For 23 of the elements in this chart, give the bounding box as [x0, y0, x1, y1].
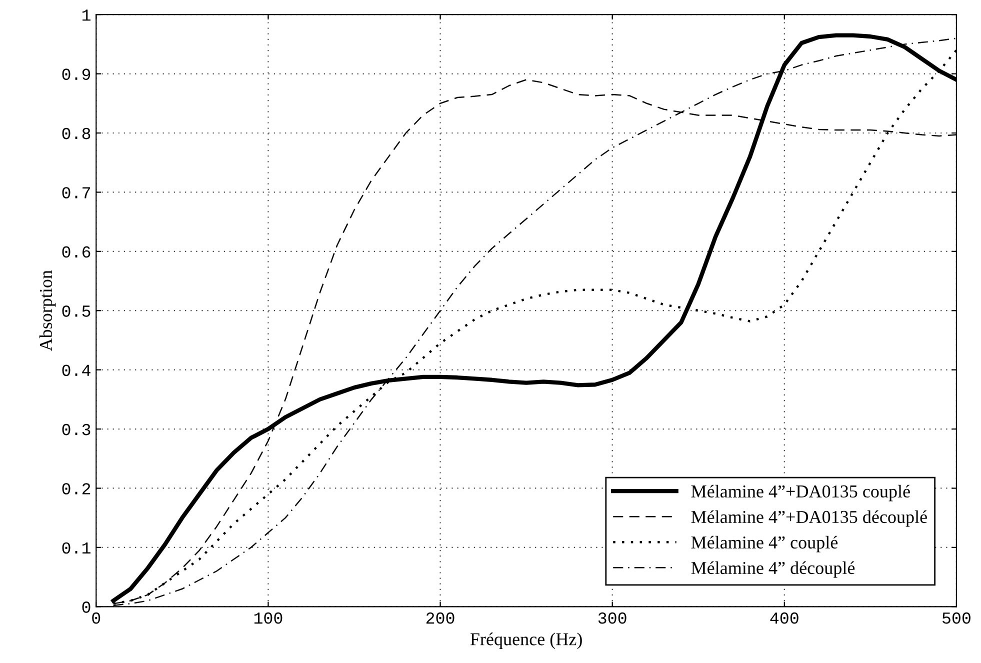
y-tick-label: 0.5: [62, 306, 90, 317]
y-tick-label: 0.3: [62, 424, 90, 436]
y-tick-label: 0.4: [62, 364, 90, 376]
y-tick-label: 0.1: [62, 542, 90, 554]
x-tick-label: 300: [598, 612, 626, 624]
legend-label: Mélamine 4”+DA0135 couplé: [691, 484, 910, 502]
legend-label: Mélamine 4”+DA0135 découplé: [691, 510, 927, 527]
x-axis-title: Fréquence (Hz): [470, 632, 582, 649]
y-tick-label: 0.8: [62, 128, 90, 140]
y-axis-title: Absorption: [39, 270, 56, 352]
y-tick-label: 0: [82, 602, 90, 613]
legend-label: Mélamine 4” découplé: [691, 561, 855, 578]
y-tick-label: 0.2: [62, 483, 90, 494]
x-tick-label: 200: [426, 612, 454, 624]
x-tick-label: 400: [770, 612, 798, 624]
x-tick-label: 0: [92, 612, 100, 624]
y-tick-label: 0.9: [62, 68, 90, 80]
y-tick-label: 1: [82, 10, 90, 21]
y-tick-label: 0.6: [62, 246, 90, 258]
legend-label: Mélamine 4” couplé: [691, 536, 838, 552]
x-tick-label: 500: [942, 612, 970, 624]
x-tick-label: 100: [254, 612, 282, 624]
y-tick-label: 0.7: [62, 187, 90, 198]
